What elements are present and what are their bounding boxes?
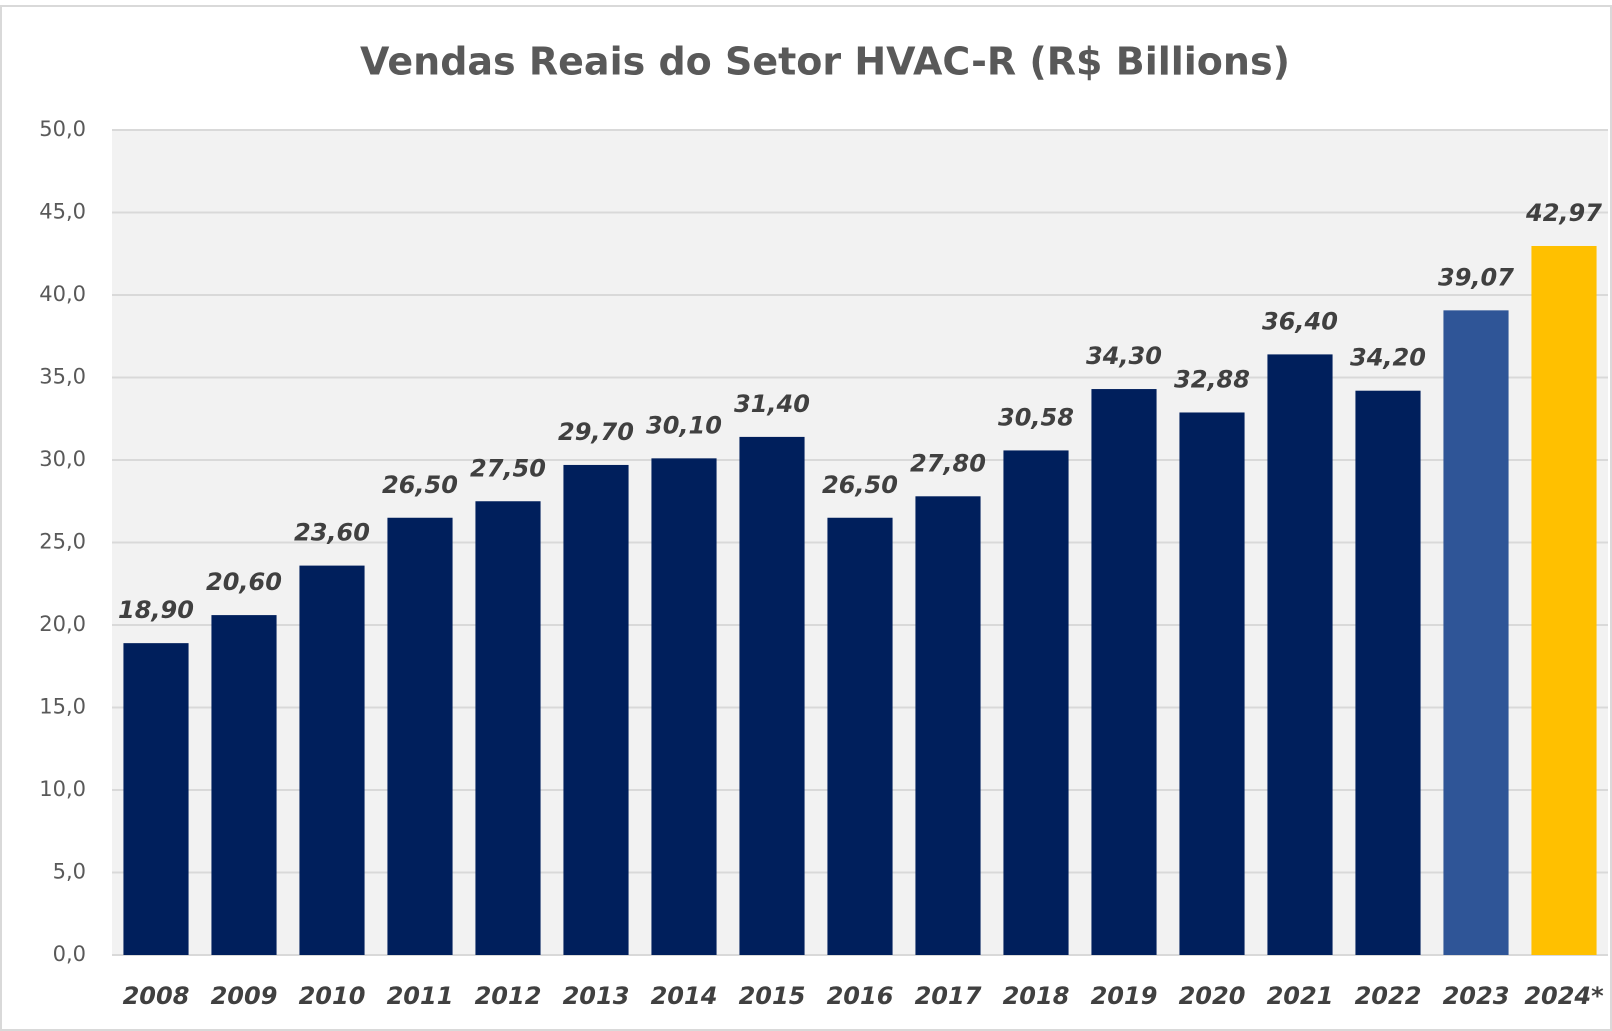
- x-tick-label: 2021: [1267, 982, 1334, 1010]
- y-tick-label: 15,0: [39, 695, 86, 719]
- x-tick-label: 2023: [1443, 982, 1510, 1010]
- y-tick-label: 5,0: [53, 860, 86, 884]
- chart-title: Vendas Reais do Setor HVAC-R (R$ Billion…: [360, 40, 1290, 84]
- data-label: 42,97: [1525, 199, 1602, 227]
- data-label: 39,07: [1438, 263, 1514, 291]
- bar: [739, 436, 805, 955]
- bar: [387, 517, 453, 955]
- bar: [651, 458, 717, 955]
- data-label: 27,80: [910, 449, 986, 477]
- bar: [563, 464, 629, 955]
- bar: [211, 615, 277, 955]
- x-tick-label: 2017: [915, 982, 982, 1010]
- bar: [123, 643, 189, 955]
- data-label: 34,30: [1086, 342, 1162, 370]
- bar: [1091, 389, 1157, 955]
- bar: [827, 517, 893, 955]
- x-tick-label: 2015: [739, 982, 806, 1010]
- x-tick-label: 2018: [1003, 982, 1070, 1010]
- data-label: 27,50: [470, 454, 546, 482]
- bar: [1179, 412, 1245, 956]
- bar: [1003, 450, 1069, 955]
- y-tick-label: 30,0: [39, 447, 86, 471]
- data-label: 18,90: [118, 596, 194, 624]
- y-tick-label: 40,0: [39, 282, 86, 306]
- y-tick-label: 25,0: [39, 530, 86, 554]
- bar: [1531, 245, 1597, 955]
- bar: [915, 496, 981, 955]
- data-label: 30,58: [998, 403, 1074, 431]
- data-label: 29,70: [558, 418, 634, 446]
- bar: [475, 501, 541, 955]
- y-tick-label: 10,0: [39, 777, 86, 801]
- x-tick-label: 2019: [1091, 982, 1158, 1010]
- data-label: 26,50: [822, 471, 898, 499]
- bar: [299, 565, 365, 955]
- data-label: 32,88: [1174, 365, 1250, 393]
- x-tick-label: 2020: [1179, 982, 1246, 1010]
- data-label: 30,10: [646, 411, 722, 439]
- x-tick-label: 2011: [387, 982, 454, 1010]
- x-tick-label: 2022: [1355, 982, 1422, 1010]
- y-tick-label: 35,0: [39, 365, 86, 389]
- bar: [1443, 310, 1509, 956]
- data-label: 36,40: [1262, 307, 1338, 335]
- bar: [1267, 354, 1333, 955]
- x-tick-label: 2024*: [1524, 982, 1604, 1010]
- data-label: 31,40: [734, 390, 810, 418]
- x-tick-label: 2010: [299, 982, 366, 1010]
- x-tick-label: 2013: [563, 982, 630, 1010]
- x-tick-label: 2008: [123, 982, 190, 1010]
- data-label: 20,60: [206, 568, 282, 596]
- y-tick-label: 20,0: [39, 612, 86, 636]
- data-label: 23,60: [294, 519, 370, 547]
- y-tick-label: 45,0: [39, 200, 86, 224]
- x-tick-label: 2016: [827, 982, 894, 1010]
- bar: [1355, 390, 1421, 955]
- data-label: 26,50: [382, 471, 458, 499]
- y-tick-label: 50,0: [39, 117, 86, 141]
- x-tick-label: 2012: [475, 982, 542, 1010]
- x-tick-label: 2014: [651, 982, 718, 1010]
- x-tick-label: 2009: [211, 982, 278, 1010]
- y-tick-label: 0,0: [53, 942, 86, 966]
- data-label: 34,20: [1350, 344, 1426, 372]
